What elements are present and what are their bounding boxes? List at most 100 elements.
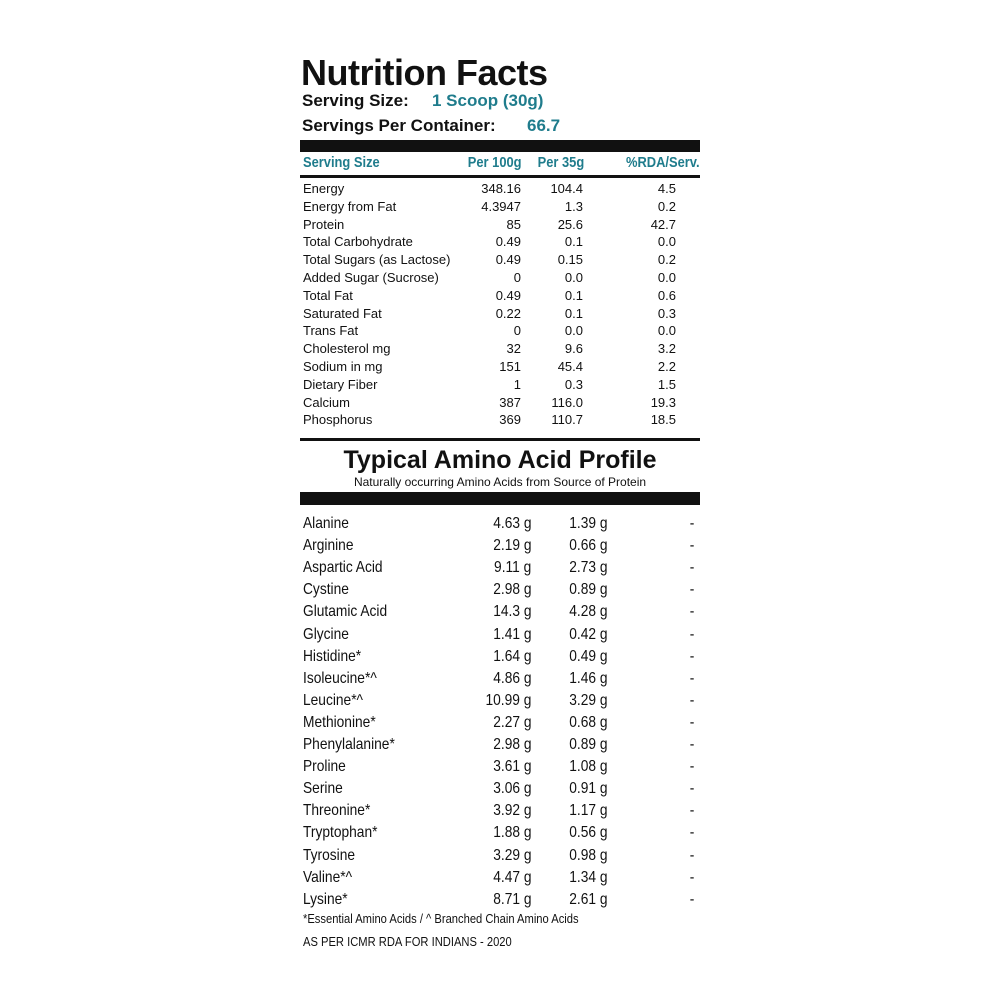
amino-value: 2.98 g: [492, 581, 531, 599]
amino-name: Cystine: [303, 581, 349, 599]
divider: [300, 140, 700, 152]
amino-name: Phenylalanine*: [303, 736, 395, 753]
nutrient-name: Energy from Fat: [303, 198, 397, 214]
nutrient-value: 348.16: [481, 181, 521, 196]
serving-size-value: 1 Scoop (30g): [432, 91, 544, 110]
amino-name: Glutamic Acid: [303, 603, 388, 621]
amino-value: 0.49 g: [568, 647, 607, 665]
amino-value: 1.17 g: [568, 802, 607, 820]
amino-name: Lysine*: [303, 890, 348, 908]
column-header: Serving Size: [303, 154, 380, 171]
nutrient-value: 1: [513, 376, 521, 392]
amino-value: 3.06 g: [492, 780, 531, 798]
servings-value: 66.7: [527, 116, 561, 135]
amino-value: 2.73 g: [568, 559, 607, 577]
amino-value: 0.91 g: [568, 780, 607, 798]
nutrient-value: 0.22: [495, 305, 521, 321]
amino-value: -: [689, 603, 694, 621]
amino-value: 2.27 g: [492, 713, 531, 731]
amino-value: -: [689, 802, 694, 820]
amino-value: 14.3 g: [492, 603, 531, 621]
nutrient-name: Dietary Fiber: [303, 376, 378, 392]
serving-size-label: Serving Size:: [302, 91, 409, 110]
nutrient-value: 0.49: [495, 287, 521, 303]
nutrient-name: Energy: [303, 181, 345, 196]
amino-value: 3.29 g: [492, 846, 531, 864]
amino-value: -: [689, 581, 694, 599]
nutrient-value: 0: [513, 323, 521, 339]
nutrient-name: Trans Fat: [303, 323, 359, 339]
nutrient-value: 4.3947: [481, 198, 521, 214]
nutrient-value: 116.0: [551, 394, 583, 410]
nutrient-value: 0.49: [495, 234, 521, 250]
amino-name: Isoleucine*^: [303, 669, 377, 687]
nutrient-value: 104.4: [550, 181, 583, 196]
nutrient-value: 0.3: [657, 305, 676, 321]
nutrient-value: 0.2: [657, 198, 676, 214]
column-header: Per 100g: [468, 154, 522, 171]
nutrient-value: 110.7: [551, 412, 583, 428]
nutrient-name: Saturated Fat: [303, 305, 382, 321]
amino-value: -: [689, 559, 694, 577]
amino-value: -: [689, 691, 694, 709]
amino-value: 0.68 g: [568, 713, 607, 731]
amino-value: 0.89 g: [568, 736, 607, 753]
nutrient-value: 1.5: [657, 376, 676, 392]
amino-value: -: [689, 758, 694, 776]
amino-value: 0.66 g: [568, 537, 607, 555]
nutrient-value: 0.0: [564, 323, 583, 339]
nutrient-value: 85: [506, 216, 521, 232]
title: Nutrition Facts: [301, 52, 548, 93]
amino-value: -: [689, 868, 694, 886]
nutrient-value: 0.0: [657, 323, 676, 339]
amino-value: 2.98 g: [492, 736, 531, 753]
amino-name: Arginine: [303, 537, 354, 555]
nutrient-value: 45.4: [557, 359, 583, 374]
nutrient-value: 1.3: [564, 198, 583, 214]
nutrient-name: Protein: [303, 216, 345, 232]
nutrient-value: 0.6: [657, 287, 676, 303]
column-header: Per 35g: [537, 154, 584, 171]
amino-name: Tyrosine: [303, 846, 356, 864]
amino-value: 1.39 g: [568, 515, 607, 532]
nutrient-value: 387: [499, 394, 521, 410]
amino-value: 0.98 g: [568, 846, 607, 864]
amino-value: -: [689, 669, 694, 687]
nutrient-value: 0.1: [564, 234, 583, 250]
nutrient-value: 4.5: [657, 181, 676, 196]
amino-value: -: [689, 824, 694, 842]
amino-value: -: [689, 625, 694, 643]
source-note: AS PER ICMR RDA FOR INDIANS - 2020: [303, 934, 512, 949]
amino-subtitle: Naturally occurring Amino Acids from Sou…: [353, 475, 647, 489]
amino-value: 4.86 g: [492, 669, 531, 687]
nutrient-value: 0.1: [564, 287, 583, 303]
column-header: %RDA/Serv.: [626, 154, 700, 171]
nutrient-name: Total Carbohydrate: [303, 234, 413, 250]
nutrient-value: 0.2: [657, 252, 676, 268]
amino-value: 0.89 g: [568, 581, 607, 599]
amino-value: 2.19 g: [492, 537, 531, 555]
amino-value: 9.11 g: [493, 559, 531, 577]
nutrient-name: Total Sugars (as Lactose): [303, 252, 451, 268]
amino-value: -: [689, 537, 694, 555]
nutrient-value: 0.1: [564, 305, 583, 321]
amino-value: 0.42 g: [568, 625, 607, 643]
nutrient-value: 19.3: [650, 394, 676, 410]
nutrient-value: 32: [506, 341, 521, 357]
divider: [300, 438, 700, 441]
amino-value: 3.29 g: [568, 691, 607, 709]
amino-value: 4.63 g: [492, 515, 531, 532]
amino-name: Histidine*: [303, 647, 362, 665]
nutrient-value: 2.2: [657, 359, 676, 374]
nutrient-value: 0.49: [495, 252, 521, 268]
nutrient-name: Phosphorus: [303, 412, 373, 428]
amino-value: 1.41 g: [492, 625, 531, 643]
amino-value: 1.34 g: [568, 868, 607, 886]
amino-value: 1.64 g: [492, 647, 531, 665]
amino-value: 4.47 g: [492, 868, 531, 886]
amino-value: 1.88 g: [492, 824, 531, 842]
amino-value: 1.46 g: [568, 669, 607, 687]
nutrient-value: 0.3: [564, 376, 583, 392]
footnote: *Essential Amino Acids / ^ Branched Chai…: [303, 911, 579, 926]
